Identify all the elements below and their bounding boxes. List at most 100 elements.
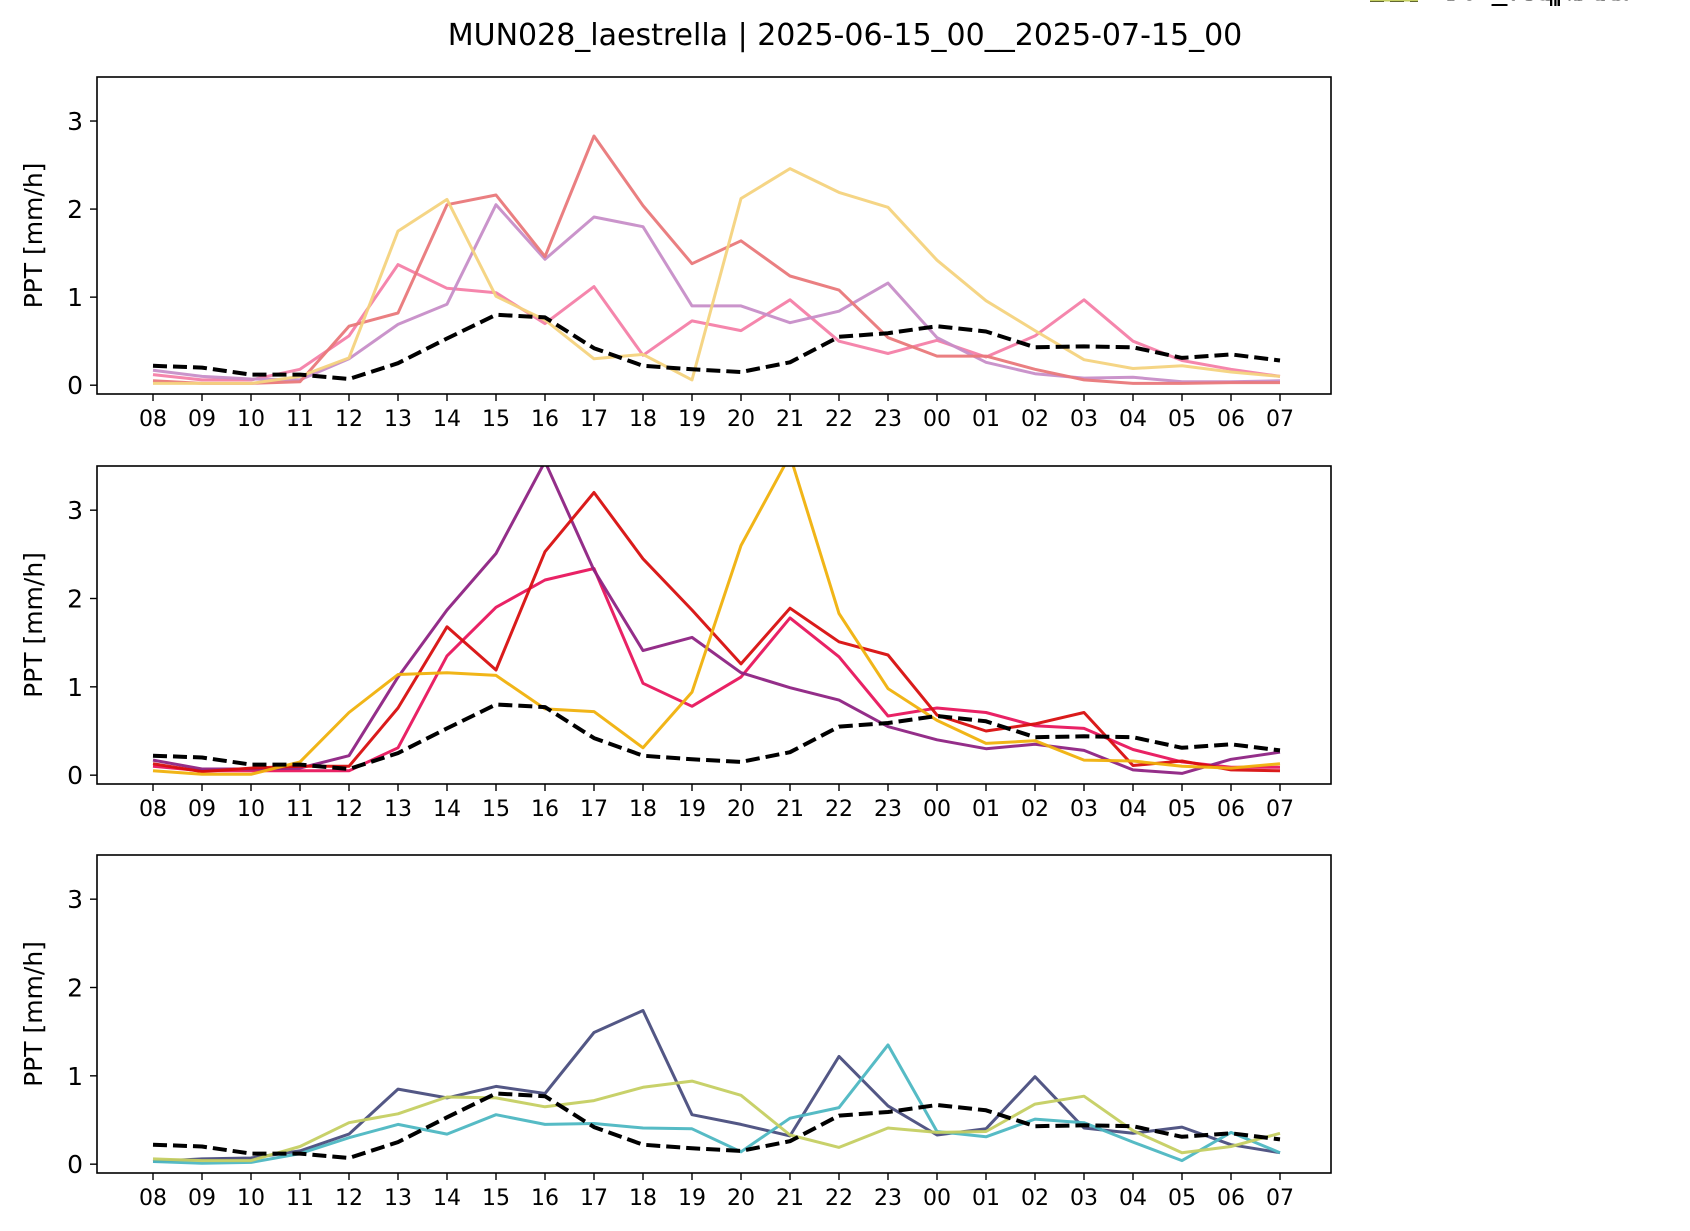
x-tick-label: 01 bbox=[972, 1186, 1000, 1211]
series-line-rdf-12c bbox=[152, 134, 1280, 385]
y-axis-label: PPT [mm/h] bbox=[19, 163, 48, 309]
series-line-rdf-00r bbox=[152, 567, 1280, 773]
legend-label: SYN_P08| 0.95 bbox=[1442, 0, 1623, 6]
legend-label: RDF_00R| 0.63 bbox=[1442, 0, 1627, 6]
x-tick-label: 01 bbox=[972, 797, 1000, 822]
x-tick-label: 03 bbox=[1070, 1186, 1098, 1211]
x-tick-label: 07 bbox=[1266, 1186, 1294, 1211]
x-tick-label: 13 bbox=[384, 797, 412, 822]
x-tick-label: 03 bbox=[1070, 407, 1098, 432]
series-line-rad-ppt bbox=[152, 1091, 1281, 1160]
legend: RAD_PPTSYN_P02| 0.79SYN_P05| 0.94SYN_P08… bbox=[1370, 0, 1634, 6]
x-tick-label: 22 bbox=[825, 797, 853, 822]
legend: RAD_PPTRDF_00C| 0.88RDF_06C| 0.85RDF_12C… bbox=[1370, 0, 1634, 6]
x-tick-label: 20 bbox=[727, 1186, 755, 1211]
x-tick-label: 23 bbox=[874, 797, 902, 822]
x-tick-label: 05 bbox=[1168, 407, 1196, 432]
x-tick-label: 17 bbox=[580, 407, 608, 432]
x-tick-label: 02 bbox=[1021, 407, 1049, 432]
series-group bbox=[152, 134, 1281, 385]
x-tick-label: 12 bbox=[335, 407, 363, 432]
legend-label: RDF_12R| 0.61 bbox=[1442, 0, 1627, 6]
x-tick-label: 20 bbox=[727, 407, 755, 432]
x-tick-label: 08 bbox=[139, 797, 167, 822]
x-tick-label: 19 bbox=[678, 797, 706, 822]
series-line-syn-p05 bbox=[152, 1043, 1281, 1165]
legend-label: RDF_06C| 0.85 bbox=[1442, 0, 1627, 6]
axes-frame bbox=[96, 854, 1332, 1174]
legend-header: CONFIG | %info bbox=[1442, 0, 1634, 6]
series-line-rad-ppt bbox=[152, 312, 1281, 381]
x-tick-label: 06 bbox=[1217, 797, 1245, 822]
x-tick-label: 17 bbox=[580, 1186, 608, 1211]
y-tick-label: 2 bbox=[67, 585, 83, 614]
x-tick-label: 10 bbox=[237, 1186, 265, 1211]
x-tick-label: 21 bbox=[776, 1186, 804, 1211]
x-tick-label: 19 bbox=[678, 1186, 706, 1211]
x-tick-label: 14 bbox=[433, 1186, 461, 1211]
x-tick-label: 04 bbox=[1119, 1186, 1147, 1211]
series-line-rdf-06r bbox=[152, 466, 1281, 775]
legend-header: CONFIG | %info bbox=[1442, 0, 1634, 6]
x-tick-label: 14 bbox=[433, 407, 461, 432]
y-tick-label: 3 bbox=[67, 885, 83, 914]
series-group bbox=[152, 466, 1281, 776]
x-tick-label: 13 bbox=[384, 407, 412, 432]
y-tick-label: 1 bbox=[67, 1062, 83, 1091]
y-axis-label: PPT [mm/h] bbox=[19, 941, 48, 1087]
x-tick-label: 06 bbox=[1217, 1186, 1245, 1211]
y-tick-label: 3 bbox=[67, 107, 83, 136]
x-tick-label: 20 bbox=[727, 797, 755, 822]
x-tick-label: 09 bbox=[188, 1186, 216, 1211]
x-tick-label: 05 bbox=[1168, 797, 1196, 822]
x-tick-label: 04 bbox=[1119, 407, 1147, 432]
axes-frame bbox=[96, 76, 1332, 395]
figure-title: MUN028_laestrella | 2025-06-15_00__2025-… bbox=[448, 18, 1243, 53]
x-tick-label: 02 bbox=[1021, 797, 1049, 822]
series-line-rdf-18r bbox=[152, 466, 1281, 776]
x-tick-label: 11 bbox=[286, 797, 314, 822]
axes-frame bbox=[96, 465, 1332, 785]
x-tick-label: 22 bbox=[825, 407, 853, 432]
y-tick-label: 2 bbox=[67, 974, 83, 1003]
x-tick-label: 15 bbox=[482, 1186, 510, 1211]
series-line-rdf-18c bbox=[153, 167, 1281, 385]
x-tick-label: 07 bbox=[1266, 407, 1294, 432]
series-line-rdf-00c bbox=[152, 263, 1281, 382]
x-tick-label: 23 bbox=[874, 407, 902, 432]
legend-label: RAD_PPT bbox=[1442, 0, 1553, 6]
x-tick-label: 23 bbox=[874, 1186, 902, 1211]
x-tick-label: 00 bbox=[923, 1186, 951, 1211]
y-tick-label: 0 bbox=[67, 761, 83, 790]
x-tick-label: 13 bbox=[384, 1186, 412, 1211]
x-tick-label: 08 bbox=[139, 407, 167, 432]
legend-label: RDF_18C| 0.87 bbox=[1442, 0, 1627, 6]
x-tick-label: 06 bbox=[1217, 407, 1245, 432]
x-tick-label: 00 bbox=[923, 407, 951, 432]
x-tick-label: 11 bbox=[286, 407, 314, 432]
x-tick-label: 18 bbox=[629, 407, 657, 432]
legend: RAD_PPTRDF_00R| 0.63RDF_06R| 0.62RDF_12R… bbox=[1370, 0, 1634, 6]
x-tick-label: 21 bbox=[776, 407, 804, 432]
x-tick-label: 21 bbox=[776, 797, 804, 822]
y-tick-label: 0 bbox=[67, 371, 83, 400]
x-tick-label: 14 bbox=[433, 797, 461, 822]
legend-label: RDF_00C| 0.88 bbox=[1442, 0, 1627, 6]
series-line-syn-p08 bbox=[152, 1079, 1281, 1163]
x-tick-label: 10 bbox=[237, 797, 265, 822]
x-tick-label: 07 bbox=[1266, 797, 1294, 822]
x-tick-label: 01 bbox=[972, 407, 1000, 432]
legend-label: SYN_P02| 0.79 bbox=[1442, 0, 1623, 6]
x-tick-label: 09 bbox=[188, 407, 216, 432]
x-tick-label: 12 bbox=[335, 797, 363, 822]
series-group bbox=[152, 1009, 1281, 1165]
x-tick-label: 22 bbox=[825, 1186, 853, 1211]
x-tick-label: 09 bbox=[188, 797, 216, 822]
y-tick-label: 1 bbox=[67, 283, 83, 312]
x-tick-label: 10 bbox=[237, 407, 265, 432]
